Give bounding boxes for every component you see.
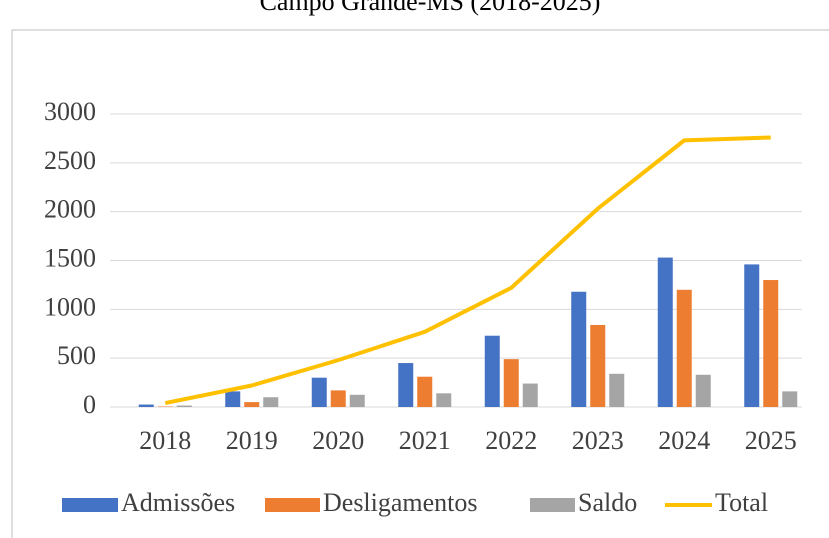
x-tick-label: 2019: [226, 426, 278, 455]
bar: [503, 359, 519, 407]
y-tick-label: 0: [83, 390, 96, 419]
y-tick-label: 3000: [44, 97, 96, 126]
x-tick-label: 2025: [745, 426, 797, 455]
legend-swatch: [530, 498, 575, 512]
x-tick-label: 2022: [485, 426, 537, 455]
y-tick-label: 500: [57, 341, 96, 370]
legend-label: Saldo: [578, 488, 637, 517]
bar: [244, 402, 260, 407]
bar: [744, 264, 760, 407]
x-tick-label: 2023: [572, 426, 624, 455]
y-tick-label: 1000: [44, 292, 96, 321]
y-tick-label: 2000: [44, 195, 96, 224]
line: [164, 135, 771, 406]
bar: [571, 291, 587, 407]
bar: [263, 397, 279, 407]
x-tick-label: 2024: [658, 426, 710, 455]
x-tick-label: 2021: [399, 426, 451, 455]
bar: [349, 394, 365, 407]
bar: [484, 335, 500, 407]
y-tick-label: 1500: [44, 243, 96, 272]
chart-frame: [11, 29, 829, 538]
bar: [417, 376, 433, 407]
bar: [782, 391, 798, 407]
legend-label: Total: [715, 488, 768, 517]
chart-title: Campo Grande-MS (2018-2025): [260, 0, 601, 16]
legend-label: Desligamentos: [323, 488, 478, 517]
legend-label: Admissões: [121, 488, 235, 517]
bar: [311, 377, 327, 407]
x-tick-label: 2018: [139, 426, 191, 455]
legend-swatch: [265, 498, 320, 512]
legend-swatch: [62, 498, 118, 512]
bar: [590, 324, 606, 407]
bar: [176, 405, 192, 407]
x-tick-label: 2020: [312, 426, 364, 455]
y-tick-label: 2500: [44, 146, 96, 175]
bar: [763, 280, 779, 407]
bar: [436, 393, 452, 407]
bar: [398, 363, 414, 407]
bar: [676, 289, 692, 407]
bar: [225, 391, 241, 407]
bar: [657, 257, 673, 407]
bar: [330, 390, 346, 407]
bar: [609, 373, 625, 407]
bar: [522, 383, 538, 407]
bar: [695, 374, 711, 407]
bar: [138, 404, 154, 407]
